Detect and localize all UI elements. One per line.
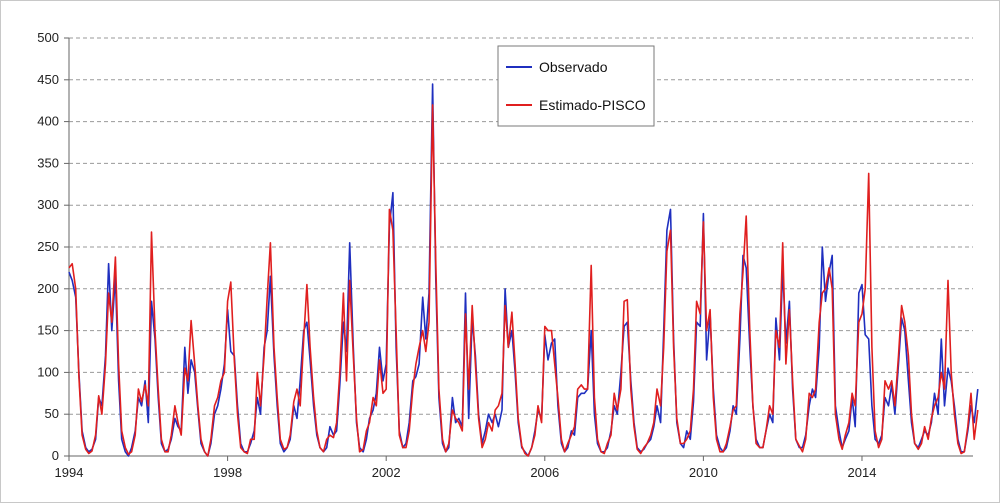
y-tick-label: 350 <box>37 155 59 170</box>
legend-label-observado: Observado <box>539 59 608 75</box>
y-tick-label: 450 <box>37 72 59 87</box>
y-tick-label: 400 <box>37 114 59 129</box>
x-tick-label: 1994 <box>55 465 84 480</box>
y-tick-label: 250 <box>37 239 59 254</box>
series-line-estimado-pisco <box>68 104 979 457</box>
y-tick-label: 200 <box>37 281 59 296</box>
series-lines <box>68 83 979 457</box>
y-tick-label: 50 <box>45 406 59 421</box>
y-tick-label: 300 <box>37 197 59 212</box>
axes: 0 50 100 150 200 250 300 350 400 450 500 1994 1998 20… <box>37 30 973 480</box>
x-tick-label: 2002 <box>372 465 401 480</box>
x-tick-label: 2014 <box>848 465 877 480</box>
y-tick-label: 500 <box>37 30 59 45</box>
x-tick-label: 1998 <box>213 465 242 480</box>
y-tick-label: 100 <box>37 364 59 379</box>
y-tick-label: 0 <box>52 448 59 463</box>
y-tick-label: 150 <box>37 323 59 338</box>
x-tick-label: 2006 <box>530 465 559 480</box>
legend-box <box>497 45 655 127</box>
series-line-observado <box>68 83 979 457</box>
legend: Observado Estimado-PISCO <box>497 45 655 127</box>
x-tick-label: 2010 <box>689 465 718 480</box>
legend-label-estimado-pisco: Estimado-PISCO <box>539 97 646 113</box>
